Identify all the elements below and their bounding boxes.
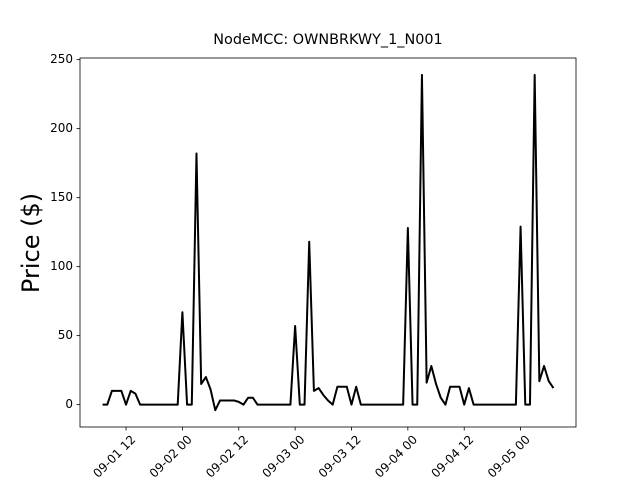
x-tick-label: 09-03 00 (259, 432, 307, 480)
x-tick-label: 09-05 00 (485, 432, 533, 480)
y-tick-label: 200 (50, 121, 73, 135)
x-tick-label: 09-04 00 (372, 432, 420, 480)
y-axis-label: Price ($) (17, 193, 45, 293)
y-tick-label: 100 (50, 259, 73, 273)
y-tick-label: 150 (50, 190, 73, 204)
y-tick-label: 250 (50, 52, 73, 66)
y-tick-label: 50 (58, 328, 73, 342)
x-tick-label: 09-02 12 (203, 432, 251, 480)
x-tick-label: 09-01 12 (90, 432, 138, 480)
chart-title: NodeMCC: OWNBRKWY_1_N001 (213, 32, 442, 48)
x-tick-label: 09-04 12 (429, 432, 477, 480)
plot-frame (79, 57, 577, 428)
x-tick-label: 09-02 00 (147, 432, 195, 480)
y-tick-label: 0 (65, 397, 73, 411)
x-tick-label: 09-03 12 (316, 432, 364, 480)
price-line (102, 73, 555, 412)
